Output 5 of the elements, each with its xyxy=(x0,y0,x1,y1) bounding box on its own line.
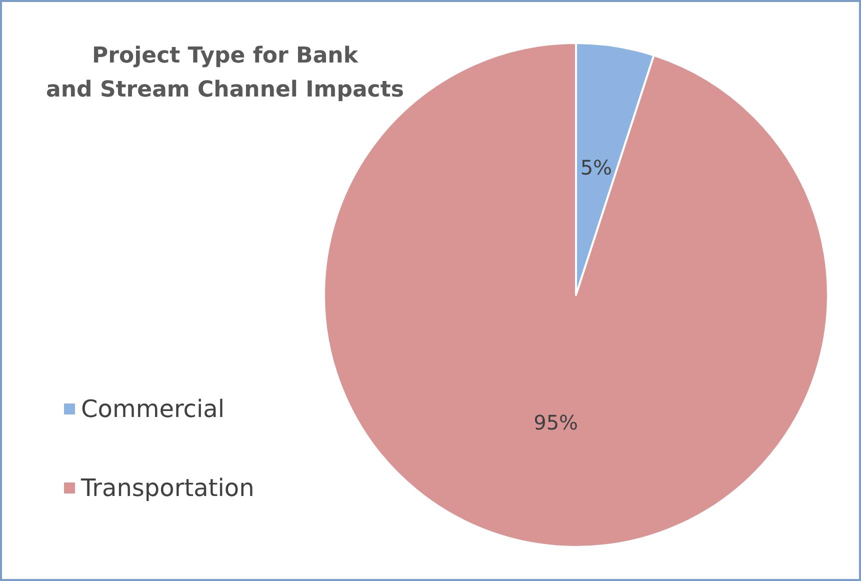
data-label: 95% xyxy=(534,410,578,434)
data-label: 5% xyxy=(580,156,612,180)
legend-label: Transportation xyxy=(80,474,254,502)
legend-label: Commercial xyxy=(81,395,225,423)
text: Project Type for Bank and Stream Channel Impacts xyxy=(46,44,404,102)
